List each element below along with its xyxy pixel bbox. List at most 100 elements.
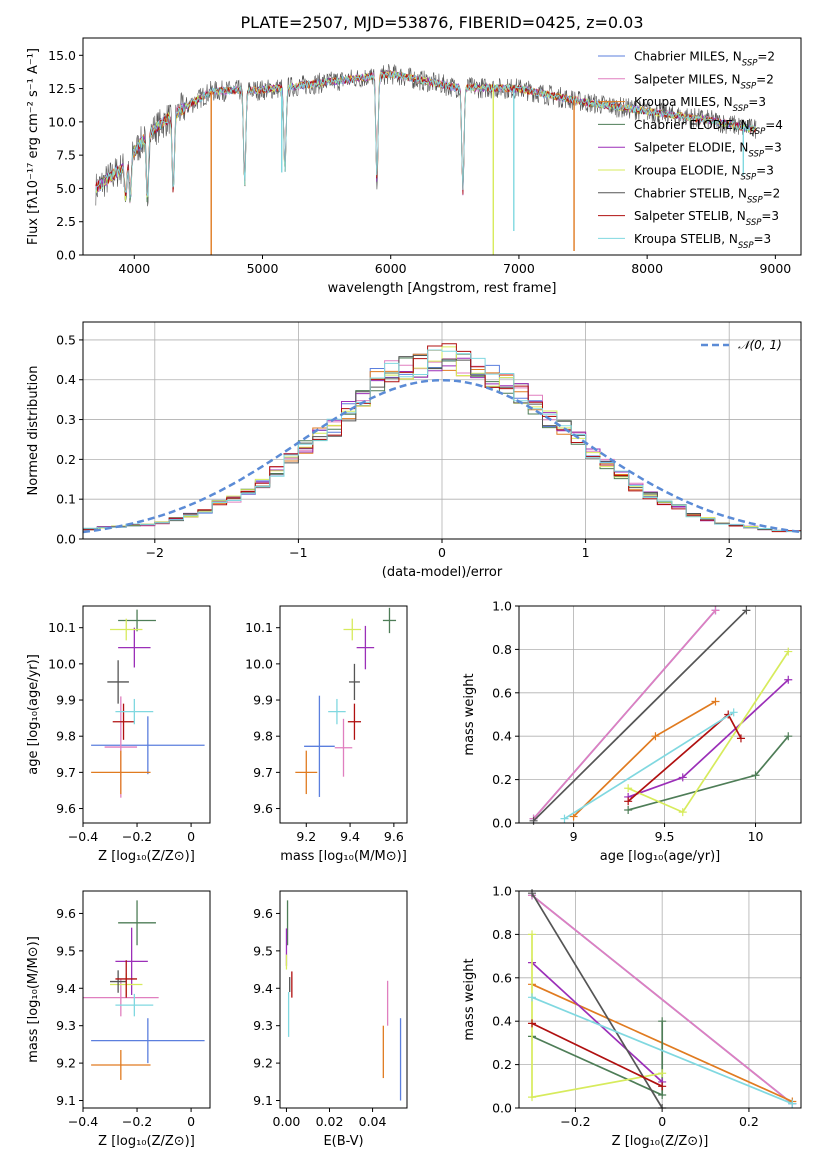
age_vs_Z-ytick-label: 10.1 [48,620,76,635]
spectrum-ytick-label: 0.0 [56,248,76,263]
residuals-xtick-label: −1 [289,545,307,560]
age_vs_Z-xtick-label: 0 [187,829,195,844]
residuals-ytick-label: 0.4 [56,372,76,387]
spectrum-axes [79,54,776,259]
mass_vs_Z-axes [79,912,192,1112]
age_vs_Z-ylabel: age [log₁₀(age/yr)] [26,654,41,775]
weight_vs_Z-marker-8 [528,993,537,1002]
age_vs_mass-xtick-label: 9.4 [340,829,360,844]
residuals-hist-8 [83,349,801,539]
weight_vs_age-ytick-label: 0.4 [492,729,512,744]
mass_vs_ebv-xtick-label: 0.00 [273,1114,301,1129]
age_vs_Z-ytick-label: 9.8 [56,729,76,744]
mass_vs_ebv-xtick-label: 0.02 [316,1114,344,1129]
weight_vs_Z-line-8 [531,996,793,1105]
weight_vs_Z-marker-5 [658,1069,667,1078]
weight_vs_Z-marker-5 [528,1093,537,1102]
age_vs_mass-xtick-label: 9.2 [296,829,316,844]
weight_vs_age-marker-3 [751,771,760,780]
weight_vs_age-ytick-label: 0.0 [492,816,512,831]
age_vs_Z-axes [79,627,192,827]
weight_vs_age-marker-4 [784,675,793,684]
weight_vs_age-marker-4 [678,773,687,782]
mass_vs_Z-ylabel: mass [log₁₀(M/M⊙)] [26,936,41,1063]
spectrum-frame [82,37,802,256]
age_vs_mass-ytick-label: 10.0 [245,656,273,671]
residuals-ytick-label: 0.2 [56,452,76,467]
weight_vs_Z-ytick-label: 0.8 [492,927,512,942]
residuals-ytick-label: 0.3 [56,412,76,427]
mass_vs_ebv-xtick-label: 0.04 [359,1114,387,1129]
weight_vs_age-xtick-label: 10 [748,829,764,844]
weight_vs_age-marker-7 [624,797,633,806]
weight_vs_Z-ytick-label: 0.2 [492,1057,512,1072]
age_vs_Z-ytick-label: 10.0 [48,656,76,671]
weight_vs_Z-xtick-label: 0.2 [739,1114,759,1129]
weight_vs_Z-marker-7 [528,1019,537,1028]
spectrum-line-6 [95,63,757,207]
age_vs_mass-axes [276,627,395,827]
mass_vs_ebv-xlabel: E(B-V) [323,1134,363,1149]
weight_vs_age-ytick-label: 0.6 [492,685,512,700]
residuals-ytick-label: 0.1 [56,492,76,507]
residuals-xlabel: (data-model)/error [382,565,503,580]
age_vs_Z-xtick-label: −0.2 [122,829,152,844]
weight_vs_age-frame [518,605,802,824]
mass_vs_ebv-ytick-label: 9.4 [253,981,273,996]
mass_vs_ebv-axes [276,912,374,1112]
age_vs_Z-xlabel: Z [log₁₀(Z/Z⊙)] [98,849,195,864]
age_vs_Z-xtick-label: −0.4 [68,829,98,844]
weight_vs_age-axes [515,605,801,827]
figure-title: PLATE=2507, MJD=53876, FIBERID=0425, z=0… [240,13,643,32]
weight_vs_age-marker-3 [624,805,633,814]
weight_vs_Z-ylabel: mass weight [462,958,477,1040]
weight_vs_age-ytick-label: 0.2 [492,772,512,787]
spectrum-ytick-label: 5.0 [56,181,76,196]
weight_vs_age-marker-5 [624,784,633,793]
spectrum-xtick-label: 9000 [759,261,791,276]
age_vs_mass-ytick-label: 9.7 [253,765,273,780]
residuals-xtick-label: 1 [582,545,590,560]
spectrum-xtick-label: 7000 [503,261,535,276]
weight_vs_Z-xlabel: Z [log₁₀(Z/Z⊙)] [612,1134,709,1149]
weight_vs_Z-marker-7 [658,1082,667,1091]
age_vs_Z-ytick-label: 9.6 [56,801,76,816]
residuals-xtick-label: 2 [725,545,733,560]
age_vs_Z-frame [82,605,211,824]
mass_vs_ebv-ytick-label: 9.2 [253,1056,273,1071]
spectrum-xlabel: wavelength [Angstrom, rest frame] [328,281,557,296]
mass_vs_Z-ytick-label: 9.3 [56,1018,76,1033]
weight_vs_age-marker-2 [651,732,660,741]
spectrum-xtick-label: 5000 [247,261,279,276]
weight_vs_Z-ytick-label: 0.0 [492,1101,512,1116]
residuals-ylabel: Normed distribution [26,366,41,496]
weight_vs_age-marker-7 [736,734,745,743]
mass_vs_Z-xtick-label: −0.2 [122,1114,152,1129]
weight_vs_age-xtick-label: 9 [570,829,578,844]
weight_vs_age-marker-8 [560,814,569,823]
spectrum-ytick-label: 15.0 [48,48,76,63]
spectrum-line-8 [95,71,756,199]
weight_vs_Z-ytick-label: 1.0 [492,884,512,899]
weight_vs_age-marker-6 [742,606,751,615]
weight_vs_Z-line-6 [531,892,663,1109]
mass_vs_Z-xlabel: Z [log₁₀(Z/Z⊙)] [98,1134,195,1149]
mass_vs_Z-frame [82,890,211,1109]
weight_vs_age-line-1 [532,609,717,820]
weight_vs_age-line-8 [564,711,735,820]
residuals-legend-label: 𝒩(0, 1) [738,338,782,352]
age_vs_mass-ytick-label: 9.6 [253,801,273,816]
weight_vs_age-ytick-label: 1.0 [492,599,512,614]
residuals-hist-7 [83,343,801,539]
mass_vs_Z-ytick-label: 9.6 [56,906,76,921]
weight_vs_age-marker-2 [711,697,720,706]
spectrum-xtick-label: 6000 [375,261,407,276]
weight_vs_Z-marker-5 [528,930,537,939]
mass_vs_ebv-ytick-label: 9.3 [253,1018,273,1033]
weight_vs_Z-xtick-label: 0 [658,1114,666,1129]
weight_vs_Z-ytick-label: 0.6 [492,970,512,985]
weight_vs_Z-line-7 [531,1022,663,1088]
mass_vs_ebv-frame [279,890,408,1109]
weight_vs_age-xtick-label: 9.5 [655,829,675,844]
